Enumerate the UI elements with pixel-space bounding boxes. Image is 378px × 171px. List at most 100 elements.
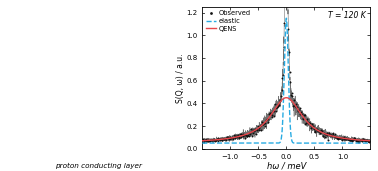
Point xyxy=(253,128,259,131)
Point xyxy=(355,139,361,142)
Point xyxy=(366,141,372,144)
QENS xyxy=(368,140,373,142)
Point xyxy=(205,139,211,141)
Point xyxy=(268,112,274,115)
Point xyxy=(308,125,314,127)
Point xyxy=(321,134,327,137)
Point xyxy=(327,134,333,137)
Point xyxy=(334,137,340,140)
Point xyxy=(220,137,226,139)
Point xyxy=(319,130,325,132)
Point xyxy=(268,116,274,119)
Point xyxy=(305,122,311,125)
Point xyxy=(254,128,260,131)
Point xyxy=(295,109,301,112)
Point xyxy=(257,124,263,127)
Point xyxy=(217,139,223,142)
Point xyxy=(305,121,311,124)
Point xyxy=(216,137,222,140)
Point xyxy=(294,106,300,109)
Point xyxy=(304,120,310,123)
Point xyxy=(310,125,316,128)
Point xyxy=(203,140,209,143)
Point xyxy=(302,123,308,125)
Point xyxy=(347,137,353,140)
Text: T = 120 K: T = 120 K xyxy=(328,11,366,20)
Point xyxy=(240,133,246,135)
Point xyxy=(286,51,292,54)
Point xyxy=(235,136,242,139)
Point xyxy=(335,138,341,141)
Point xyxy=(332,136,338,139)
Point xyxy=(262,125,268,127)
Point xyxy=(260,123,266,126)
Point xyxy=(328,133,334,136)
Point xyxy=(238,133,244,136)
Point xyxy=(223,139,229,142)
Point xyxy=(321,131,327,134)
Point xyxy=(359,138,365,141)
Point xyxy=(212,140,218,142)
Point xyxy=(296,109,302,112)
Point xyxy=(281,22,287,25)
Point xyxy=(256,128,262,131)
Point xyxy=(259,120,265,123)
Point xyxy=(279,89,285,91)
Point xyxy=(246,134,252,137)
Legend: Observed, elastic, QENS: Observed, elastic, QENS xyxy=(204,9,252,33)
Point xyxy=(352,137,358,139)
Point xyxy=(312,129,318,132)
Point xyxy=(362,140,368,143)
elastic xyxy=(229,142,234,144)
Point xyxy=(279,76,285,79)
Point xyxy=(274,104,280,107)
Point xyxy=(297,113,304,116)
Point xyxy=(208,138,214,141)
Point xyxy=(213,139,219,142)
Point xyxy=(264,117,270,120)
Point xyxy=(231,136,237,139)
Point xyxy=(349,139,355,141)
Point xyxy=(223,137,229,140)
Point xyxy=(200,138,206,141)
Point xyxy=(225,137,231,140)
QENS xyxy=(347,138,351,140)
Point xyxy=(240,135,246,137)
Point xyxy=(364,139,370,142)
elastic xyxy=(265,142,269,144)
Point xyxy=(318,130,324,133)
Point xyxy=(311,128,317,131)
Point xyxy=(316,129,322,132)
Point xyxy=(341,136,347,139)
Point xyxy=(242,137,248,140)
elastic xyxy=(365,142,369,144)
Point xyxy=(202,138,208,141)
Point xyxy=(278,94,284,97)
Point xyxy=(315,130,321,132)
Point xyxy=(291,103,297,106)
Point xyxy=(299,118,305,121)
QENS xyxy=(229,137,234,139)
Point xyxy=(215,137,221,140)
Point xyxy=(262,121,268,124)
Point xyxy=(203,138,209,141)
Point xyxy=(330,132,336,135)
Point xyxy=(336,137,342,140)
Point xyxy=(277,99,283,102)
Point xyxy=(345,138,351,141)
Point xyxy=(209,139,215,141)
Point xyxy=(299,113,305,116)
Point xyxy=(221,138,227,141)
Point xyxy=(328,134,335,137)
Point xyxy=(351,136,357,139)
Point xyxy=(353,139,359,141)
Point xyxy=(270,110,276,113)
Point xyxy=(209,139,215,141)
Point xyxy=(237,136,243,139)
Point xyxy=(322,135,328,138)
Point xyxy=(271,109,277,112)
Point xyxy=(250,131,256,134)
Point xyxy=(211,138,217,140)
elastic xyxy=(284,17,288,19)
Point xyxy=(360,138,366,141)
